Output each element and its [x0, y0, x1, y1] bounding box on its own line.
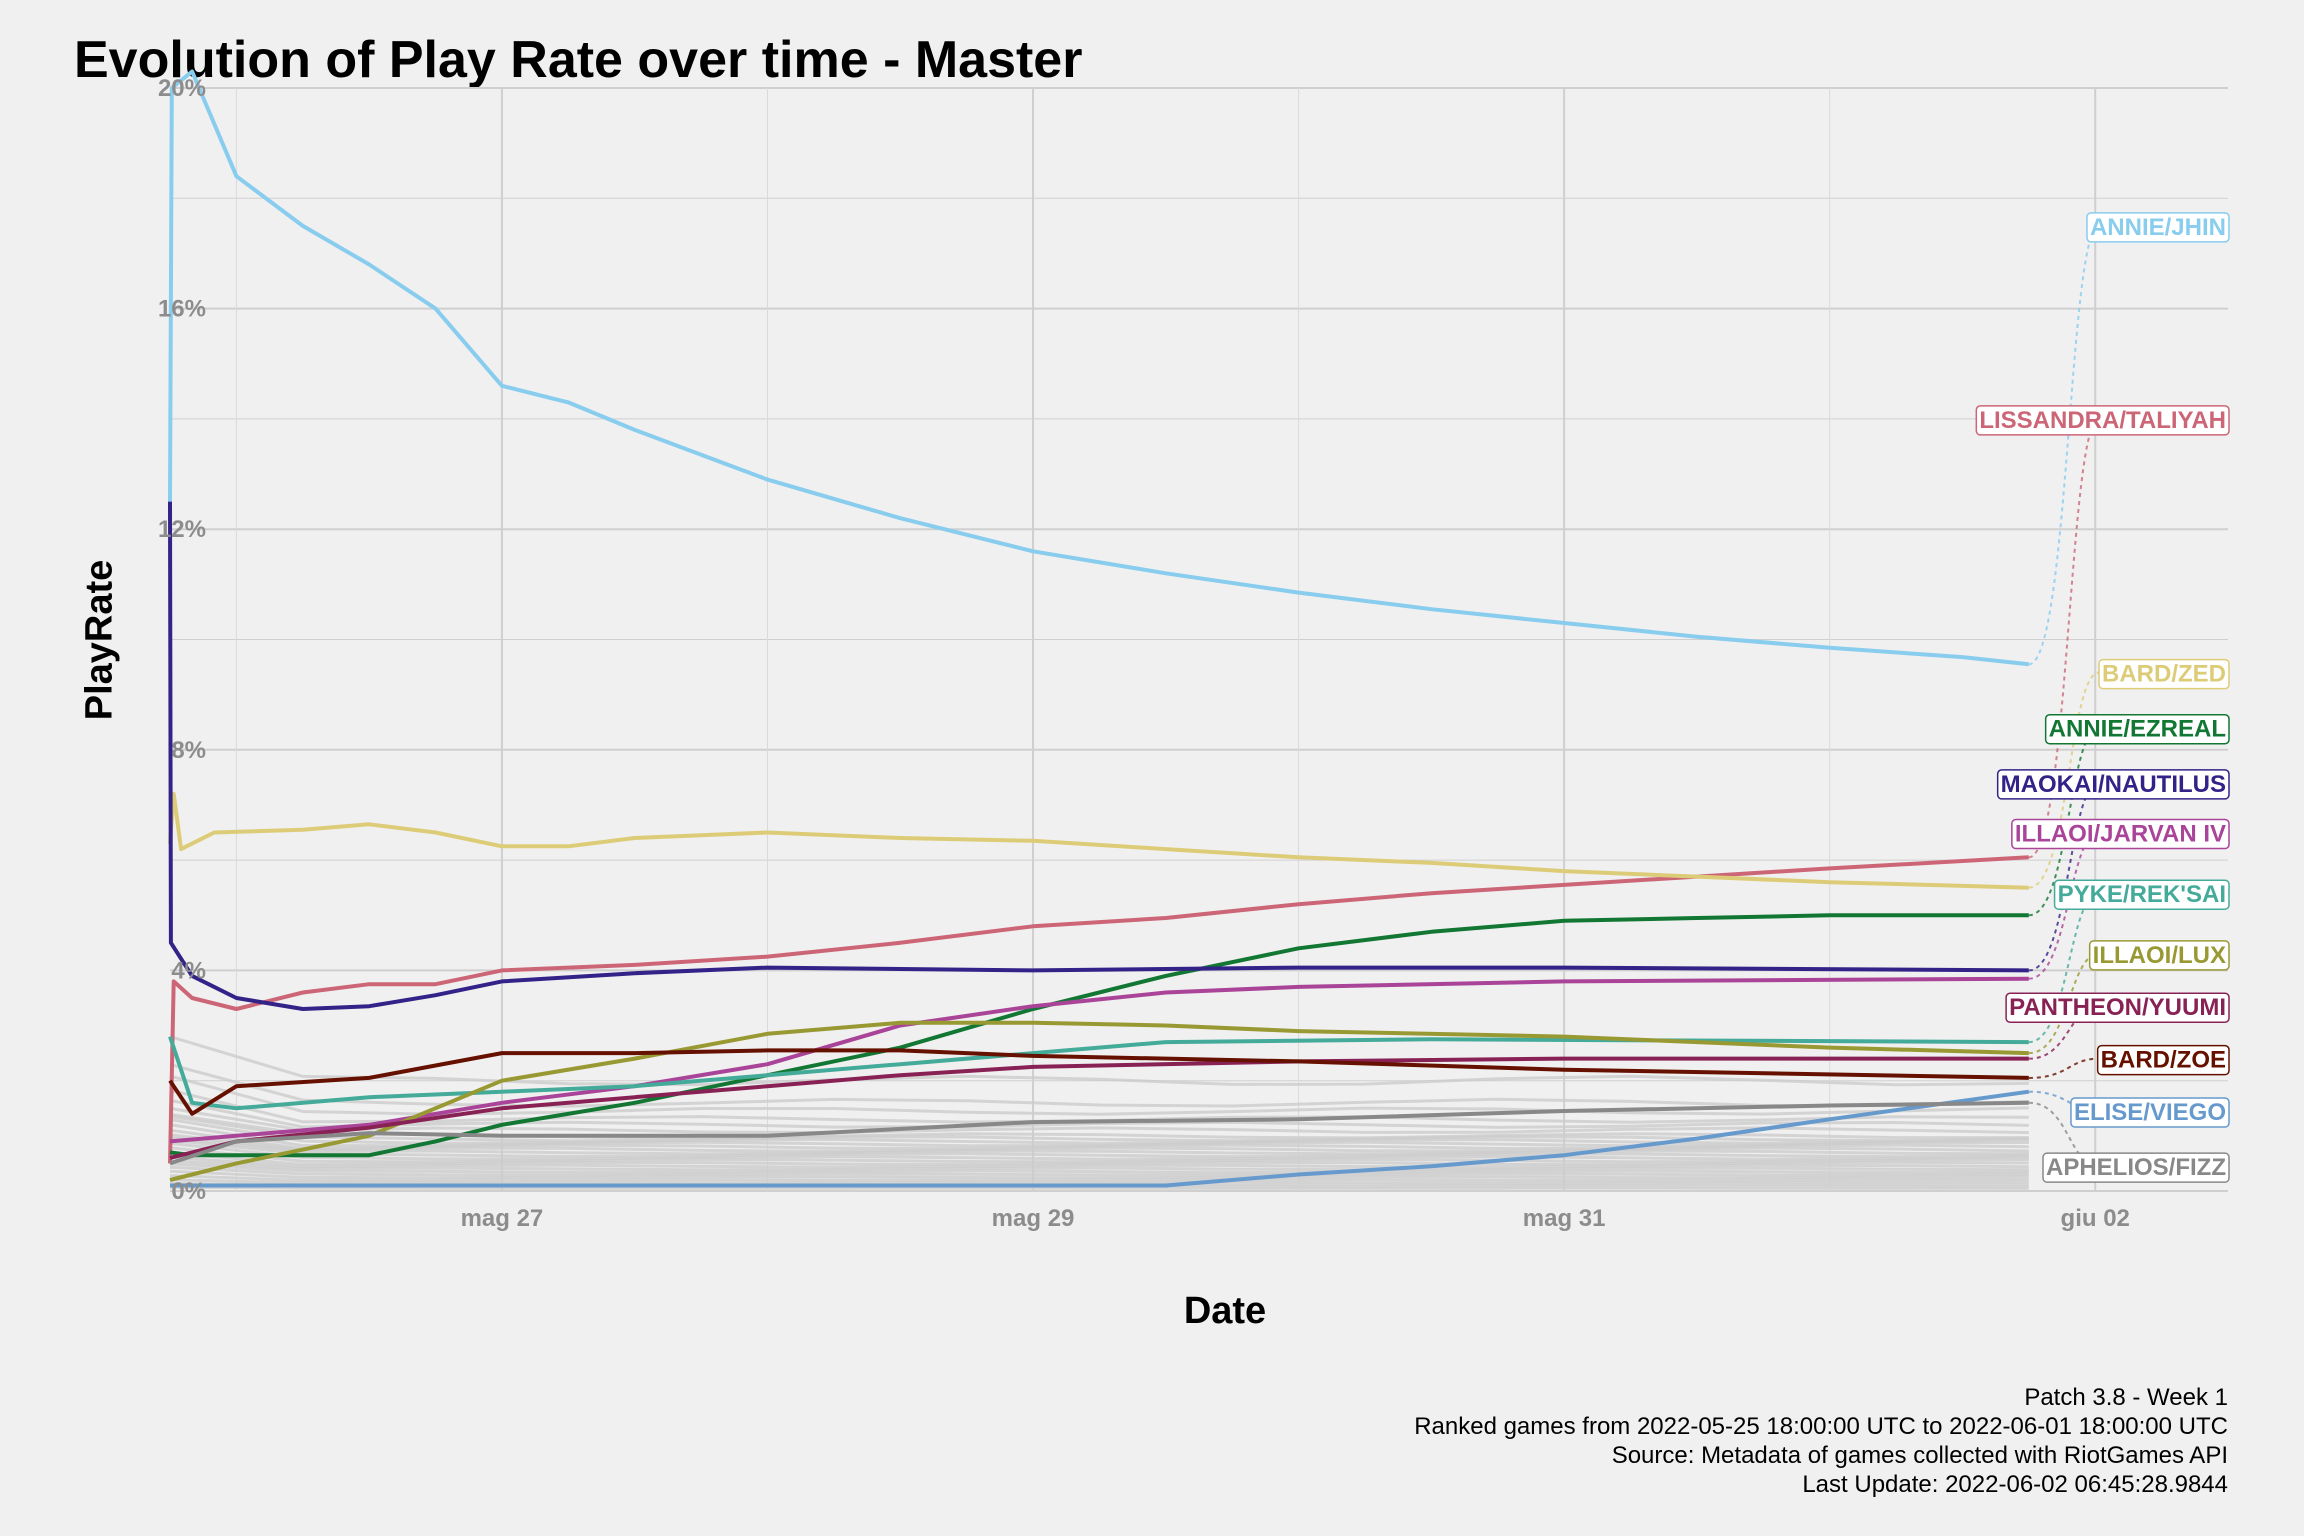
- y-tick-label: 0%: [171, 1178, 206, 1205]
- series-label: BARD/ZOE: [2101, 1047, 2226, 1074]
- label-leader-line: [2028, 671, 2100, 889]
- background-series-line: [169, 1118, 2029, 1145]
- background-series-line: [169, 1098, 2029, 1129]
- background-series-line: [169, 1136, 2029, 1156]
- caption-source: Source: Metadata of games collected with…: [1611, 1442, 2228, 1469]
- caption: Patch 3.8 - Week 1 Ranked games from 202…: [1414, 1383, 2228, 1499]
- series-line: [169, 913, 2029, 1158]
- x-tick-labels: mag 27 mag 29 mag 31 giu 02: [461, 1205, 2130, 1232]
- background-series-line: [169, 1185, 2029, 1190]
- series-label-box: [2098, 658, 2230, 690]
- series-label-box: [2053, 879, 2230, 910]
- caption-range: Ranked games from 2022-05-25 18:00:00 UT…: [1414, 1413, 2228, 1440]
- y-tick-labels: 0% 4% 8% 12% 16% 20%: [158, 75, 206, 1205]
- background-series-line: [169, 1174, 2029, 1182]
- series-label-box: [2005, 992, 2230, 1023]
- background-series-line: [169, 1162, 2029, 1174]
- series-line: [169, 1100, 2029, 1166]
- series-label-box: [2011, 818, 2230, 850]
- background-series-line: [169, 1151, 2029, 1167]
- background-series-line: [169, 1146, 2029, 1164]
- series-label: ELISE/VIEGO: [2074, 1099, 2226, 1126]
- series-label-box: [1996, 769, 2230, 800]
- y-tick-label: 12%: [158, 516, 206, 543]
- x-tick-label: mag 31: [1523, 1205, 1606, 1232]
- series-group: [168, 69, 2030, 1188]
- background-series-line: [169, 1169, 2029, 1180]
- series-label-box: [2070, 1097, 2230, 1128]
- series-line: [168, 1048, 2029, 1116]
- x-tick-label: mag 27: [461, 1205, 544, 1232]
- series-label-box: [2044, 713, 2230, 745]
- y-axis-label: PlayRate: [78, 559, 121, 721]
- background-series-line: [169, 1159, 2029, 1172]
- series-label-box: [2042, 1152, 2230, 1183]
- series-line: [169, 1056, 2029, 1160]
- label-leader-line: [2028, 224, 2100, 666]
- y-tick-label: 8%: [171, 737, 206, 764]
- y-tick-label: 16%: [158, 296, 206, 323]
- series-label-box: [2088, 940, 2230, 971]
- label-leader-lines: [2028, 224, 2100, 1168]
- label-leader-line: [2028, 1057, 2099, 1079]
- series-line: [168, 855, 2029, 1164]
- series-label: APHELIOS/FIZZ: [2046, 1154, 2226, 1181]
- series-label: BARD/ZED: [2102, 661, 2226, 688]
- background-series-line: [169, 1178, 2029, 1185]
- series-label: ANNIE/JHIN: [2090, 214, 2226, 241]
- series-label: LISSANDRA/TALIYAH: [1979, 407, 2226, 434]
- series-line: [169, 976, 2029, 1144]
- series-line: [168, 791, 2029, 890]
- series-label: ILLAOI/JARVAN IV: [2015, 821, 2226, 848]
- background-series-line: [169, 1138, 2029, 1159]
- background-series-line: [169, 1035, 2029, 1087]
- y-tick-label: 4%: [171, 957, 206, 984]
- series-line: [168, 501, 2029, 1011]
- series-label-box: [1975, 405, 2230, 436]
- x-tick-label: mag 29: [992, 1205, 1075, 1232]
- background-series-line: [169, 1128, 2029, 1151]
- caption-update: Last Update: 2022-06-02 06:45:28.9844: [1802, 1471, 2228, 1498]
- background-series-line: [169, 1063, 2029, 1108]
- background-series-line: [169, 1133, 2029, 1153]
- y-tick-label: 20%: [158, 75, 206, 102]
- caption-patch: Patch 3.8 - Week 1: [2024, 1384, 2228, 1411]
- series-line: [168, 69, 2030, 667]
- series-line: [169, 1020, 2029, 1182]
- series-label-box: [2086, 212, 2230, 243]
- x-axis-label: Date: [1183, 1290, 1267, 1332]
- series-label-box: [2096, 1044, 2230, 1076]
- label-leader-line: [2028, 417, 2100, 859]
- chart-title: Evolution of Play Rate over time - Maste…: [74, 31, 1083, 89]
- series-line: [168, 1035, 2029, 1111]
- series-label: PYKE/REK'SAI: [2058, 881, 2226, 908]
- series-line: [170, 1089, 2030, 1188]
- background-series-line: [169, 1114, 2029, 1143]
- background-series-line: [169, 1155, 2029, 1169]
- series-label: ILLAOI/LUX: [2093, 942, 2226, 969]
- label-leader-line: [2028, 781, 2100, 972]
- series-labels: ANNIE/JHIN LISSANDRA/TALIYAH BARD/ZED ANNIE…: [1975, 212, 2230, 1183]
- background-series-line: [169, 1141, 2029, 1161]
- background-series-line: [169, 1165, 2029, 1177]
- series-label: PANTHEON/YUUMI: [2009, 994, 2226, 1021]
- series-label: ANNIE/EZREAL: [2049, 716, 2226, 743]
- series-label: MAOKAI/NAUTILUS: [2001, 771, 2226, 798]
- x-tick-label: giu 02: [2061, 1205, 2130, 1232]
